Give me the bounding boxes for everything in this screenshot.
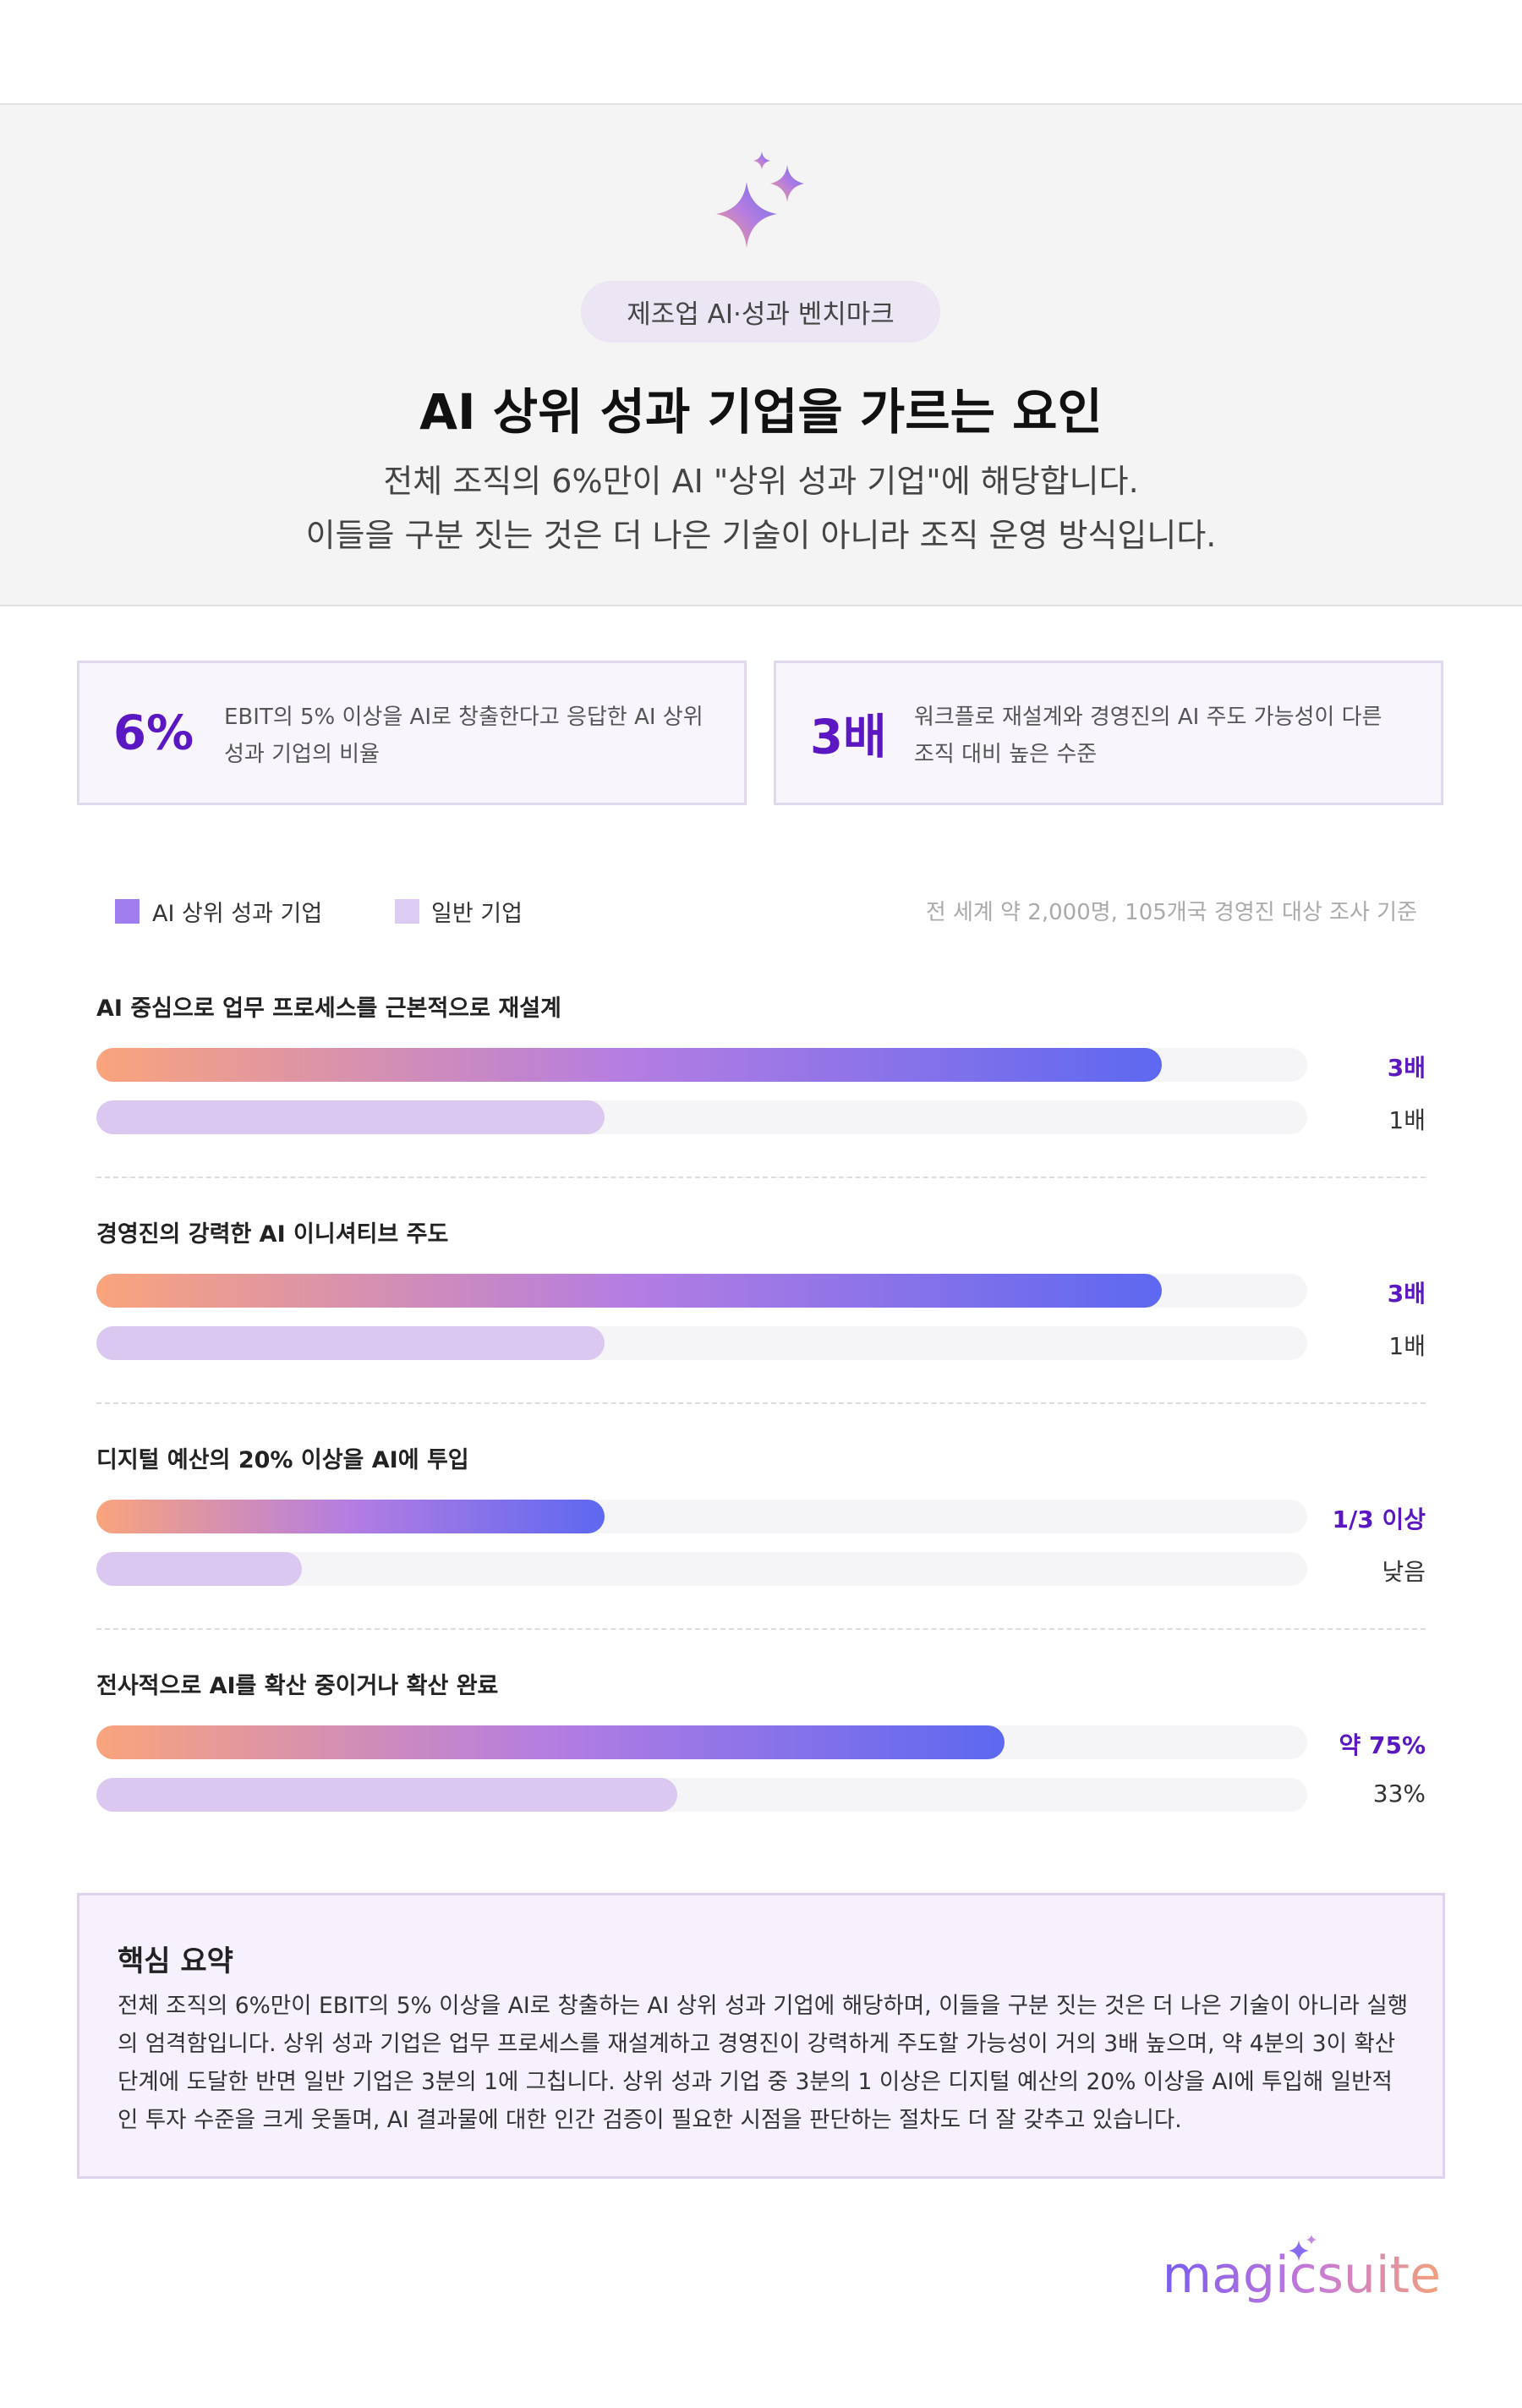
bar-track bbox=[96, 1326, 1307, 1360]
stat-value: 6% bbox=[113, 705, 194, 760]
separator bbox=[96, 1628, 1426, 1630]
sparkle-icon bbox=[716, 151, 804, 248]
bar-track bbox=[96, 1725, 1307, 1759]
subtitle: 이들을 구분 짓는 것은 더 나은 기술이 아니라 조직 운영 방식입니다. bbox=[305, 517, 1217, 554]
logo-sparkle bbox=[1289, 2235, 1317, 2262]
subtitle: 전체 조직의 6%만이 AI "상위 성과 기업"에 해당합니다. bbox=[383, 463, 1139, 500]
bar-track bbox=[96, 1500, 1307, 1533]
summary-text: 전체 조직의 6%만이 EBIT의 5% 이상을 AI로 창출하는 AI 상위 … bbox=[118, 1993, 1409, 2133]
value-label: 약 75% bbox=[1339, 1731, 1426, 1759]
bar bbox=[96, 1552, 303, 1586]
line: 워크플로 재설계와 경영진의 AI 주도 가능성이 다른 bbox=[914, 705, 1382, 730]
legend-label: 일반 기업 bbox=[431, 901, 523, 927]
line: 조직 대비 높은 수준 bbox=[914, 742, 1098, 767]
hero bbox=[0, 103, 1522, 606]
bar-track bbox=[96, 1778, 1307, 1812]
metric-label: 경영진의 강력한 AI 이니셔티브 주도 bbox=[96, 1221, 449, 1248]
bar bbox=[96, 1725, 1005, 1759]
metric-label: 디지털 예산의 20% 이상을 AI에 투입 bbox=[96, 1447, 469, 1473]
value-label: 1배 bbox=[1388, 1332, 1426, 1360]
bar-track bbox=[96, 1048, 1307, 1082]
bar-track bbox=[96, 1552, 1307, 1586]
legend-swatch bbox=[115, 899, 140, 924]
bar bbox=[96, 1100, 605, 1134]
value-label: 1/3 이상 bbox=[1332, 1506, 1426, 1533]
bar bbox=[96, 1048, 1163, 1082]
bar-track bbox=[96, 1274, 1307, 1308]
value-label: 낮음 bbox=[1382, 1558, 1426, 1586]
legend-note: 전 세계 약 2,000명, 105개국 경영진 대상 조사 기준 bbox=[925, 900, 1417, 925]
value-label: 33% bbox=[1372, 1780, 1426, 1807]
separator bbox=[96, 1402, 1426, 1404]
legend-label: AI 상위 성과 기업 bbox=[152, 901, 323, 927]
metric-label: 전사적으로 AI를 확산 중이거나 확산 완료 bbox=[96, 1673, 499, 1699]
summary-title: 핵심 요약 bbox=[118, 1945, 233, 1978]
badge: 제조업 AI·성과 벤치마크 bbox=[581, 281, 940, 343]
bar bbox=[96, 1778, 678, 1812]
metric-label: AI 중심으로 업무 프로세스를 근본적으로 재설계 bbox=[96, 996, 561, 1022]
legend-swatch bbox=[395, 899, 419, 924]
value-label: 1배 bbox=[1388, 1106, 1426, 1134]
bar bbox=[96, 1500, 605, 1533]
bar-track bbox=[96, 1100, 1307, 1134]
logo: magicsuite bbox=[1162, 2246, 1441, 2305]
summary: 핵심 요약 전체 조직의 6%만이 EBIT의 5% 이상을 AI로 창출하는 … bbox=[77, 1893, 1445, 2179]
bar bbox=[96, 1274, 1163, 1308]
line: EBIT의 5% 이상을 AI로 창출한다고 응답한 AI 상위 bbox=[224, 705, 704, 730]
title: AI 상위 성과 기업을 가르는 요인 bbox=[419, 383, 1103, 441]
value-label: 3배 bbox=[1387, 1054, 1426, 1082]
bar bbox=[96, 1326, 605, 1360]
value-label: 3배 bbox=[1387, 1280, 1426, 1308]
stat-value: 3배 bbox=[810, 710, 887, 765]
line: 성과 기업의 비율 bbox=[224, 742, 380, 767]
separator bbox=[96, 1177, 1426, 1178]
